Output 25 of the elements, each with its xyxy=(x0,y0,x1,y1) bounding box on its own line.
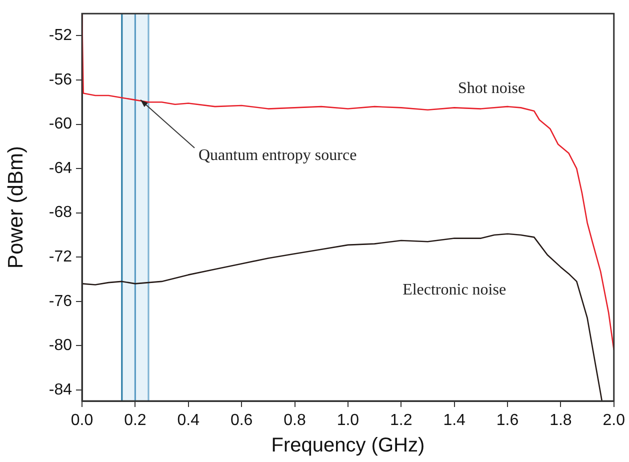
x-tick-label: 0.8 xyxy=(284,412,306,430)
x-tick-label: 2.0 xyxy=(602,412,626,430)
x-axis-title: Frequency (GHz) xyxy=(271,434,425,457)
annotation: Quantum entropy source xyxy=(198,147,357,164)
y-tick-label: -72 xyxy=(48,248,72,266)
x-tick-label: 1.4 xyxy=(443,412,466,430)
y-tick-label: -76 xyxy=(48,292,72,310)
x-tick-label: 0.2 xyxy=(124,412,146,430)
y-tick-label: -68 xyxy=(48,204,72,222)
x-tick-label: 1.6 xyxy=(496,412,519,430)
x-tick-label: 0.0 xyxy=(70,412,94,430)
x-tick-label: 0.6 xyxy=(230,412,253,430)
x-tick-label: 0.4 xyxy=(177,412,200,430)
y-tick-label: -84 xyxy=(48,381,72,398)
y-tick-label: -56 xyxy=(48,71,72,88)
y-tick-label: -60 xyxy=(48,116,72,133)
text: Electronic noise xyxy=(402,281,506,298)
x-tick-label: 1.0 xyxy=(336,412,360,430)
y-tick-label: -64 xyxy=(48,160,72,177)
series-label: Shot noise xyxy=(458,80,526,97)
x-tick-label: 1.2 xyxy=(390,412,412,430)
y-tick-label: -80 xyxy=(48,337,72,354)
y-tick-label: -52 xyxy=(48,27,72,44)
x-tick-label: 1.8 xyxy=(550,412,572,430)
y-axis-title: Power (dBm) xyxy=(4,146,28,269)
